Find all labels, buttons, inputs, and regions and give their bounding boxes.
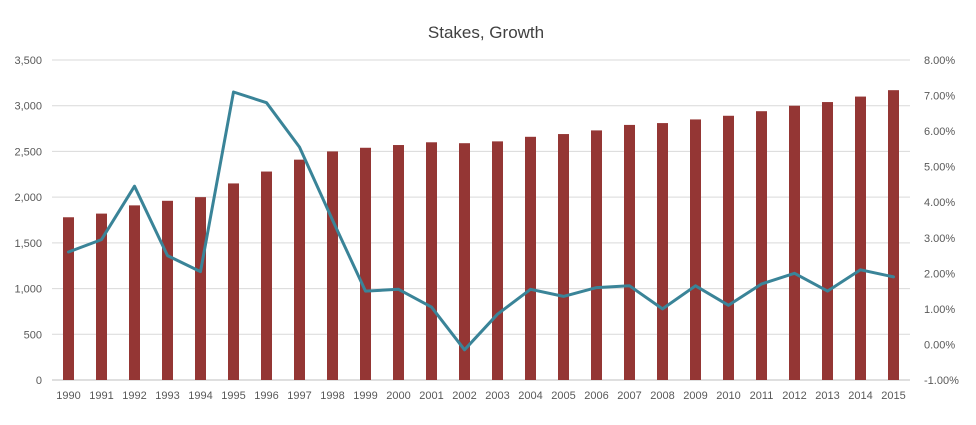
line-series [67,90,895,352]
right-axis: -1.00% 0.00% 1.00% 2.00% 3.00% 4.00% 5.00% 6.00… [924,55,959,387]
left-tick-label: 2,500 [14,146,42,158]
bar-series [63,90,899,381]
bar [393,145,404,380]
right-tick-label: 2.00% [924,268,955,280]
bar [723,115,734,381]
x-tick-label: 1991 [89,390,113,402]
left-tick-label: 0 [36,375,42,387]
bar [789,105,800,380]
left-tick-label: 3,000 [14,101,42,113]
x-tick-label: 1990 [56,390,80,402]
x-tick-label: 1992 [122,390,146,402]
x-tick-label: 2009 [683,390,707,402]
x-tick-label: 2002 [452,390,476,402]
left-tick-label: 1,000 [14,284,42,296]
x-tick-label: 2010 [716,390,740,402]
left-tick-label: 500 [24,329,42,341]
right-tick-label: 5.00% [924,162,955,174]
bar [690,119,701,380]
bar [63,217,74,380]
bar [129,205,140,380]
x-tick-label: 1995 [221,390,245,402]
x-tick-label: 2013 [815,390,839,402]
x-tick-label: 2004 [518,390,542,402]
x-tick-label: 2012 [782,390,806,402]
right-tick-label: -1.00% [924,375,959,387]
x-axis: 1990 1991 1992 1993 1994 1995 1996 1997 1998 1999… [56,390,905,402]
bar [558,134,569,380]
bar [525,136,536,380]
bar [327,151,338,380]
x-tick-label: 2008 [650,390,674,402]
x-tick-label: 1993 [155,390,179,402]
left-tick-label: 2,000 [14,192,42,204]
bar [591,130,602,380]
x-tick-label: 1994 [188,390,212,402]
bar [195,197,206,380]
bar [624,124,635,381]
x-tick-label: 1999 [353,390,377,402]
bar [360,147,371,380]
bar [228,183,239,380]
bar [657,123,668,380]
bar [162,200,173,380]
right-tick-label: 3.00% [924,233,955,245]
right-tick-label: 1.00% [924,304,955,316]
right-tick-label: 0.00% [924,339,955,351]
left-tick-label: 3,500 [14,55,42,67]
right-tick-label: 7.00% [924,91,955,103]
bar [459,143,470,380]
x-tick-label: 1996 [254,390,278,402]
bar [492,141,503,380]
x-tick-label: 2014 [848,390,872,402]
x-tick-label: 2003 [485,390,509,402]
growth-line [67,90,895,352]
bar [294,159,305,380]
left-tick-label: 1,500 [14,238,42,250]
bar [855,96,866,381]
bar [822,102,833,381]
right-tick-label: 4.00% [924,197,955,209]
left-axis: 0 500 1,000 1,500 2,000 2,500 3,000 3,500 [14,55,42,387]
right-tick-label: 8.00% [924,55,955,67]
x-tick-label: 2007 [617,390,641,402]
chart-title: Stakes, Growth [428,23,544,42]
bar [888,90,899,381]
x-tick-label: 2006 [584,390,608,402]
x-tick-label: 2005 [551,390,575,402]
bar [426,142,437,380]
x-tick-label: 1998 [320,390,344,402]
x-tick-label: 1997 [287,390,311,402]
x-tick-label: 2001 [419,390,443,402]
bar [756,111,767,380]
bar [261,171,272,380]
x-tick-label: 2011 [750,390,774,402]
right-tick-label: 6.00% [924,126,955,138]
x-tick-label: 2015 [881,390,905,402]
bar [96,213,107,380]
x-tick-label: 2000 [386,390,410,402]
